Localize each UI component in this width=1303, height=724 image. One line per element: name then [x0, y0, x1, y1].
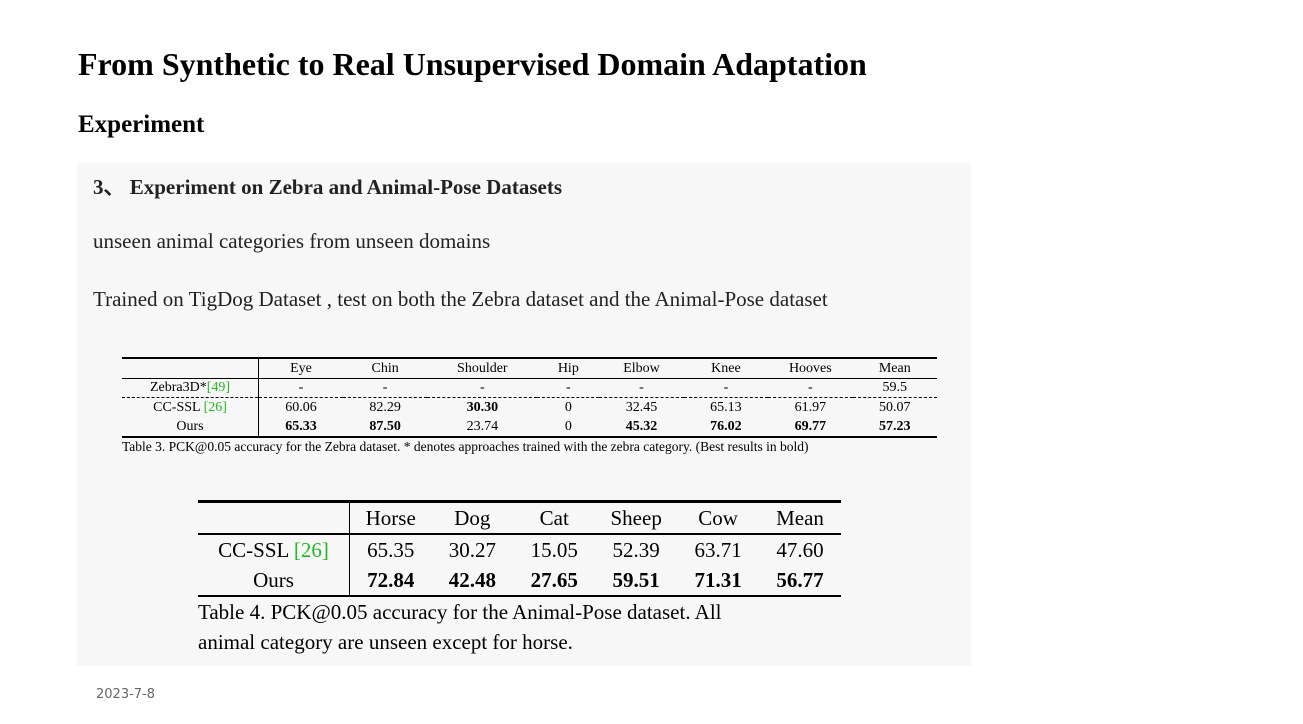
table-cell: -: [565, 380, 571, 395]
table3-method-zebra3d: Zebra3D*[49]: [122, 378, 259, 398]
table-cell: 76.02: [683, 417, 769, 438]
section-title: Experiment: [78, 111, 205, 138]
table3-header-hip: Hip: [537, 357, 600, 379]
table-cell: 0: [537, 397, 600, 417]
table-row: Ours 65.33 87.50 23.74 0 45.32 76.02 69.…: [122, 417, 937, 438]
table3-header-corner: [122, 357, 259, 379]
table-cell: 42.48: [431, 565, 514, 597]
table-row: Ours 72.84 42.48 27.65 59.51 71.31 56.77: [198, 565, 841, 597]
table-cell: -: [382, 380, 388, 395]
table-cell: 63.71: [694, 538, 742, 562]
table4-header-sheep: Sheep: [595, 500, 678, 535]
table-cell: 60.06: [258, 397, 343, 417]
table-cell: 45.32: [599, 417, 684, 438]
panel-heading: 3、 Experiment on Zebra and Animal-Pose D…: [93, 175, 562, 199]
table-cell: 72.84: [349, 565, 432, 597]
table-cell: 15.05: [530, 538, 578, 562]
table-cell: 65.13: [683, 397, 769, 417]
table4-caption-line2: animal category are unseen except for ho…: [198, 630, 573, 654]
table3-header-knee: Knee: [683, 357, 769, 379]
table4-method-ccssl: CC-SSL [26]: [198, 534, 350, 565]
table3-caption: Table 3. PCK@0.05 accuracy for the Zebra…: [122, 439, 809, 454]
slide-image-panel: 3、 Experiment on Zebra and Animal-Pose D…: [77, 163, 971, 666]
table-cell: 32.45: [599, 397, 684, 417]
table4-header-mean: Mean: [759, 500, 841, 535]
table-cell: 69.77: [768, 417, 853, 438]
table-row: CC-SSL [26] 60.06 82.29 30.30 0 32.45 65…: [122, 397, 937, 417]
table-cell: 65.35: [367, 538, 415, 562]
table-cell: 87.50: [342, 417, 428, 438]
table-cell: 30.27: [448, 538, 496, 562]
table-row: Zebra3D*[49] - - - - - - - 59.5: [122, 378, 937, 398]
table-cell: 47.60: [776, 538, 824, 562]
table3-header-hooves: Hooves: [768, 357, 853, 379]
table4-header-cow: Cow: [677, 500, 760, 535]
slide-date: 2023-7-8: [96, 687, 156, 702]
table3-header-chin: Chin: [342, 357, 428, 379]
table-cell: 71.31: [677, 565, 760, 597]
table3-header-shoulder: Shoulder: [427, 357, 538, 379]
table4-method-ours: Ours: [198, 565, 350, 597]
table-cell: -: [479, 380, 485, 395]
table-cell: -: [723, 380, 729, 395]
table-4: Horse Dog Cat Sheep Cow Mean CC-SSL [26]…: [198, 500, 841, 657]
table4-caption: Table 4. PCK@0.05 accuracy for the Anima…: [198, 597, 841, 657]
table3-header-mean: Mean: [852, 357, 937, 379]
table-cell: 0: [537, 417, 600, 438]
table4-caption-line1: Table 4. PCK@0.05 accuracy for the Anima…: [198, 600, 722, 624]
table-cell: 30.30: [427, 397, 538, 417]
table-cell: 65.33: [258, 417, 343, 438]
table-cell: -: [298, 380, 304, 395]
panel-line-unseen: unseen animal categories from unseen dom…: [93, 229, 491, 253]
table-cell: 57.23: [852, 417, 937, 438]
table-cell: 50.07: [852, 397, 937, 417]
table4-header-horse: Horse: [349, 500, 432, 535]
table-cell: -: [807, 380, 813, 395]
table-cell: 52.39: [612, 538, 660, 562]
table3-method-ours: Ours: [122, 417, 259, 438]
table3-header-elbow: Elbow: [599, 357, 684, 379]
table-cell: 59.51: [595, 565, 678, 597]
table4-header-cat: Cat: [513, 500, 596, 535]
table-row: CC-SSL [26] 65.35 30.27 15.05 52.39 63.7…: [198, 534, 841, 565]
table3-method-ccssl: CC-SSL [26]: [122, 397, 259, 417]
table-cell: 27.65: [513, 565, 596, 597]
table-cell: 59.5: [882, 380, 908, 395]
table-cell: 56.77: [759, 565, 841, 597]
table-cell: -: [639, 380, 644, 395]
table4-header-corner: [198, 500, 350, 535]
table-cell: 82.29: [342, 397, 428, 417]
page-title: From Synthetic to Real Unsupervised Doma…: [78, 46, 867, 82]
panel-line-trained: Trained on TigDog Dataset , test on both…: [93, 287, 828, 311]
table-cell: 23.74: [427, 417, 538, 438]
table3-header-eye: Eye: [258, 357, 343, 379]
table-3: Eye Chin Shoulder Hip Elbow Knee Hooves …: [122, 357, 937, 456]
table4-header-dog: Dog: [431, 500, 514, 535]
table-cell: 61.97: [768, 397, 853, 417]
